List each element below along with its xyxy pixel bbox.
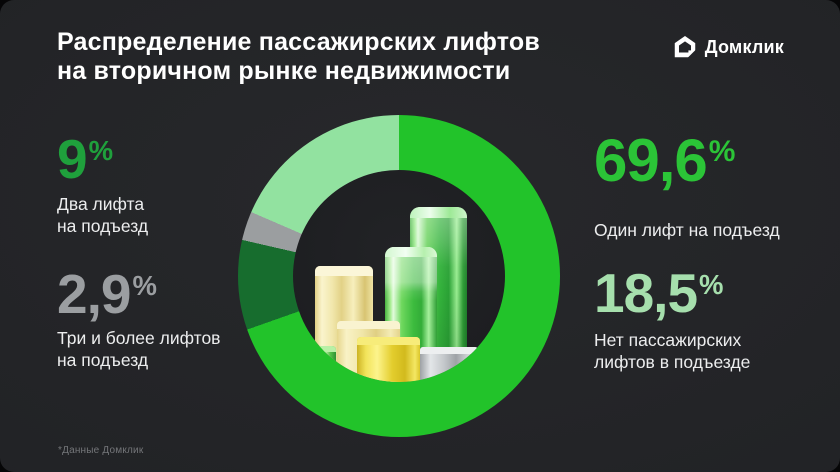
stat-number: 9 xyxy=(57,128,88,190)
domclick-logo: Домклик xyxy=(672,34,784,60)
stat-number: 2,9 xyxy=(57,263,131,325)
house-icon xyxy=(674,36,697,59)
stat-three-plus-lifts: 2,9% Три и более лифтов на подъезд xyxy=(57,267,221,371)
stat-two-lifts-value: 9% xyxy=(57,132,148,187)
stat-no-lifts: 18,5% Нет пассажирских лифтов в подъезде xyxy=(594,266,751,373)
percent-sign: % xyxy=(132,269,157,301)
stat-two-lifts: 9% Два лифта на подъезд xyxy=(57,132,149,237)
3d-bars-illustration xyxy=(293,170,505,382)
title-line-2: на вторичном рынке недвижимости xyxy=(57,57,511,85)
stat-number: 18,5 xyxy=(594,262,698,324)
percent-sign: % xyxy=(88,134,114,166)
percent-sign: % xyxy=(708,135,736,169)
stat-one-lift-label: Один лифт на подъезд xyxy=(594,220,780,240)
stat-three-plus-label: Три и более лифтов на подъезд xyxy=(57,327,221,370)
stat-one-lift: 69,6% Один лифт на подъезд xyxy=(594,131,780,241)
stat-one-lift-value: 69,6% xyxy=(594,131,780,191)
stat-number: 69,6 xyxy=(594,127,708,194)
stat-two-lifts-label: Два лифта на подъезд xyxy=(57,193,149,236)
donut-hole xyxy=(293,170,505,382)
stat-no-lifts-label: Нет пассажирских лифтов в подъезде xyxy=(594,329,751,372)
title-line-1: Распределение пассажирских лифтов xyxy=(57,28,540,56)
donut-ring xyxy=(238,115,560,437)
page-title: Распределение пассажирских лифтов на втор… xyxy=(57,28,540,86)
logo-text: Домклик xyxy=(704,36,784,57)
stat-three-plus-value: 2,9% xyxy=(57,267,220,322)
glass-bar-green-small xyxy=(315,346,336,382)
glass-bar-yellow-bright xyxy=(357,337,420,382)
percent-sign: % xyxy=(699,268,724,300)
data-source-footnote: *Данные Домклик xyxy=(58,445,144,456)
glass-bar-silver xyxy=(420,347,478,382)
stat-no-lifts-value: 18,5% xyxy=(594,266,750,321)
